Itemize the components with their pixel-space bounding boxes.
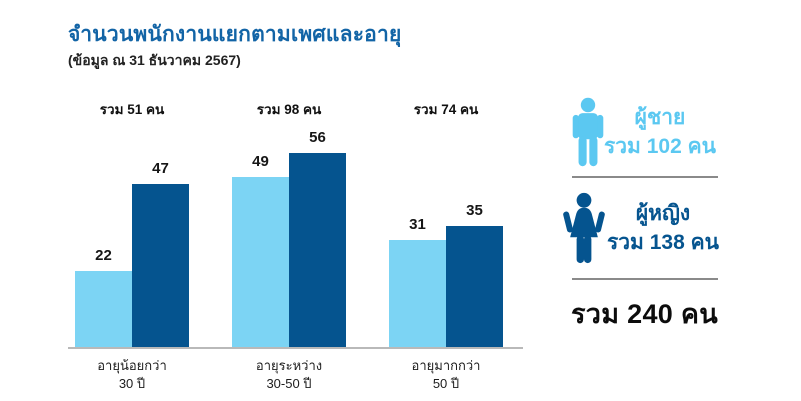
chart-group-1: รวม 51 คน 22 47 อายุน้อยกว่า 30 ปี [75,90,189,391]
page-subtitle: (ข้อมูล ณ 31 ธันวาคม 2567) [68,52,241,68]
female-person-icon [563,192,605,264]
bar-value-label: 49 [252,153,269,170]
bar-value-label: 56 [309,129,326,146]
legend-male: ผู้ชาย รวม 102 คน [585,104,735,162]
legend-panel: ผู้ชาย รวม 102 คน ผู้หญิง รวม 138 คน รวม… [555,90,795,395]
bar-male [75,271,132,347]
bar-male [389,240,446,347]
x-axis-label: อายุน้อยกว่า 30 ปี [97,358,167,392]
x-axis-label: อายุมากกว่า 50 ปี [411,358,481,392]
legend-female: ผู้หญิง รวม 138 คน [588,200,738,258]
legend-male-total: รวม 102 คน [603,134,717,158]
bar-value-label: 47 [152,160,169,177]
group-bars: 31 35 [389,90,503,347]
legend-male-label: ผู้ชาย [634,106,686,129]
legend-female-label: ผู้หญิง [635,202,691,225]
bar-chart: รวม 51 คน 22 47 อายุน้อยกว่า 30 ปี รวม 98 คน 4… [68,90,524,391]
group-bars: 22 47 [75,90,189,347]
group-bars: 49 56 [232,90,346,347]
group-total-label: รวม 74 คน [413,102,479,117]
x-axis-label: อายุระหว่าง 30-50 ปี [255,358,323,392]
chart-group-2: รวม 98 คน 49 56 อายุระหว่าง 30-50 ปี [232,90,346,391]
grand-total-label: รวม 240 คน [571,299,719,329]
bar-value-label: 31 [409,216,426,233]
x-axis-line [68,347,523,349]
legend-divider-top [572,176,718,178]
bar-male [232,177,289,347]
male-person-icon [572,97,604,167]
bar-female [446,226,503,347]
bar-female [289,153,346,347]
bar-value-label: 22 [95,247,112,264]
legend-female-total: รวม 138 คน [606,230,720,254]
page-title: จำนวนพนักงานแยกตามเพศและอายุ [68,23,402,46]
bar-value-label: 35 [466,202,483,219]
group-total-label: รวม 51 คน [99,102,165,117]
chart-group-3: รวม 74 คน 31 35 อายุมากกว่า 50 ปี [389,90,503,391]
group-total-label: รวม 98 คน [256,102,322,117]
legend-divider-bottom [572,278,718,280]
bar-female [132,184,189,347]
